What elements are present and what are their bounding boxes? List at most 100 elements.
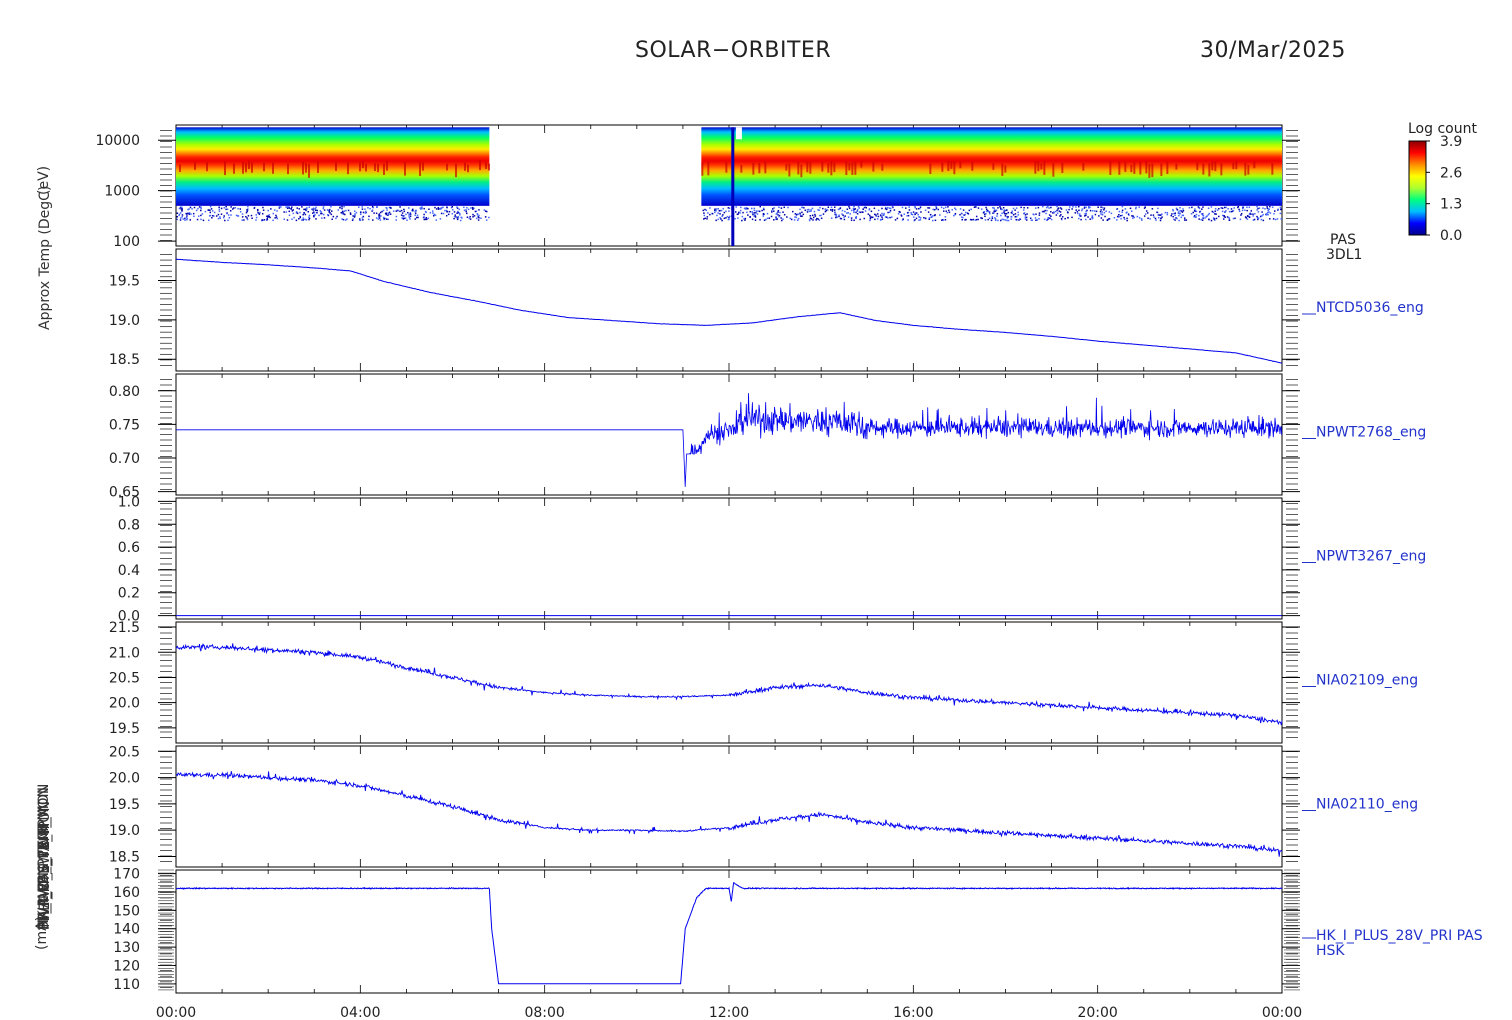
spectrogram-speckle [1108,211,1111,213]
spectrogram-speckle [440,212,443,215]
spectrogram-flicker [1160,163,1163,176]
spectrogram-speckle [912,216,915,218]
spectrogram-speckle [401,215,404,217]
spectrogram-speckle [200,207,202,210]
spectrogram-speckle [1262,219,1265,222]
spectrogram-speckle [870,210,873,213]
spectrogram-speckle [932,208,934,211]
spectrogram-speckle [459,214,461,216]
spectrogram-speckle [371,210,373,212]
spectrogram-speckle [1193,215,1195,218]
spectrogram-speckle [1198,214,1200,217]
spectrogram-speckle [353,214,356,217]
spectrogram-speckle [364,212,367,214]
spectrogram-flicker [971,161,974,171]
spectrogram-speckle [1166,213,1169,216]
spectrogram-speckle [1127,213,1130,215]
spectrogram-speckle [1118,215,1120,218]
spectrogram-speckle [1138,206,1140,208]
spectrogram-speckle [378,216,380,218]
spectrogram-speckle [833,206,836,208]
spectrogram-speckle [1084,213,1086,215]
spectrogram-speckle [1226,216,1229,218]
spectrogram-speckle [1011,212,1014,215]
spectrogram-speckle [1075,206,1077,208]
spectrogram-speckle [893,209,896,211]
spectrogram-speckle [1003,210,1005,212]
spectrogram-speckle [1262,213,1264,216]
spectrogram-speckle [1099,210,1102,213]
spectrogram-speckle [218,210,221,212]
spectrogram-speckle [454,214,457,216]
spectrogram-speckle [375,212,378,215]
panel-label-pas: PAS [1330,232,1356,248]
spectrogram-speckle [1056,212,1059,214]
spectrogram-speckle [992,212,994,214]
panel-frame [175,248,1283,372]
spectrogram-speckle [484,216,487,218]
spectrogram-speckle [211,214,214,217]
spectrogram-speckle [881,218,884,220]
spectrogram-speckle [409,212,412,214]
spectrogram-speckle [1230,210,1233,213]
spectrogram-speckle [1150,214,1152,216]
spectrogram-speckle [1180,210,1183,212]
spectrogram-speckle [754,219,757,221]
spectrogram-speckle [190,213,192,215]
spectrogram-speckle [1105,210,1107,212]
spectrogram-speckle [919,207,921,210]
spectrogram-speckle [322,207,325,210]
spectrogram-speckle [801,206,803,209]
spectrogram-speckle [814,215,817,217]
spectrogram-flicker [833,162,836,173]
spectrogram-speckle [286,207,289,210]
spectrogram-speckle [961,212,963,215]
spectrogram-speckle [1248,216,1251,219]
spectrogram-speckle [1004,212,1006,215]
spectrogram-speckle [1079,213,1081,215]
spectrogram-speckle [1065,209,1068,211]
spectrogram-flicker [1133,162,1136,174]
spectrogram-speckle [1014,209,1016,211]
spectrogram-speckle [1024,216,1027,218]
spectrogram-speckle [474,210,477,213]
spectrogram-speckle [747,214,749,216]
spectrogram-speckle [1157,214,1159,216]
spectrogram-flicker [953,161,956,175]
spectrogram-speckle [1135,207,1137,210]
spectrogram-speckle [1164,211,1167,214]
spectrogram-speckle [458,208,461,211]
spectrogram-speckle [717,207,719,210]
spectrogram-speckle [1261,211,1263,213]
spectrogram-speckle [761,209,763,212]
series-label: NIA02110_eng [1316,797,1418,813]
spectrogram-speckle [1085,218,1087,221]
spectrogram-speckle [818,219,821,221]
spectrogram-speckle [1244,209,1246,212]
spectrogram-speckle [869,217,872,220]
spectrogram-speckle [241,216,244,218]
spectrogram-speckle [1246,218,1249,220]
spectrogram-speckle [834,211,836,214]
spectrogram-speckle [914,219,916,221]
spectrogram-speckle [1045,212,1047,215]
spectrogram-speckle [342,213,345,215]
spectrogram-speckle [230,214,232,216]
spectrogram-speckle [850,219,853,221]
spectrogram-speckle [830,217,833,219]
spectrogram-speckle [1191,206,1193,209]
spectrogram-speckle [1190,213,1193,215]
spectrogram-speckle [266,218,269,221]
spectrogram-speckle [218,206,220,209]
spectrogram-speckle [846,208,849,211]
spectrogram-speckle [262,219,264,221]
spectrogram-speckle [884,208,887,210]
spectrogram-speckle [720,209,723,212]
spectrogram-speckle [844,210,846,213]
spectrogram-speckle [291,218,293,220]
spectrogram-speckle [1225,210,1227,212]
spectrogram-flicker [785,163,788,171]
spectrogram-speckle [1153,216,1155,218]
spectrogram-flicker [725,162,728,173]
